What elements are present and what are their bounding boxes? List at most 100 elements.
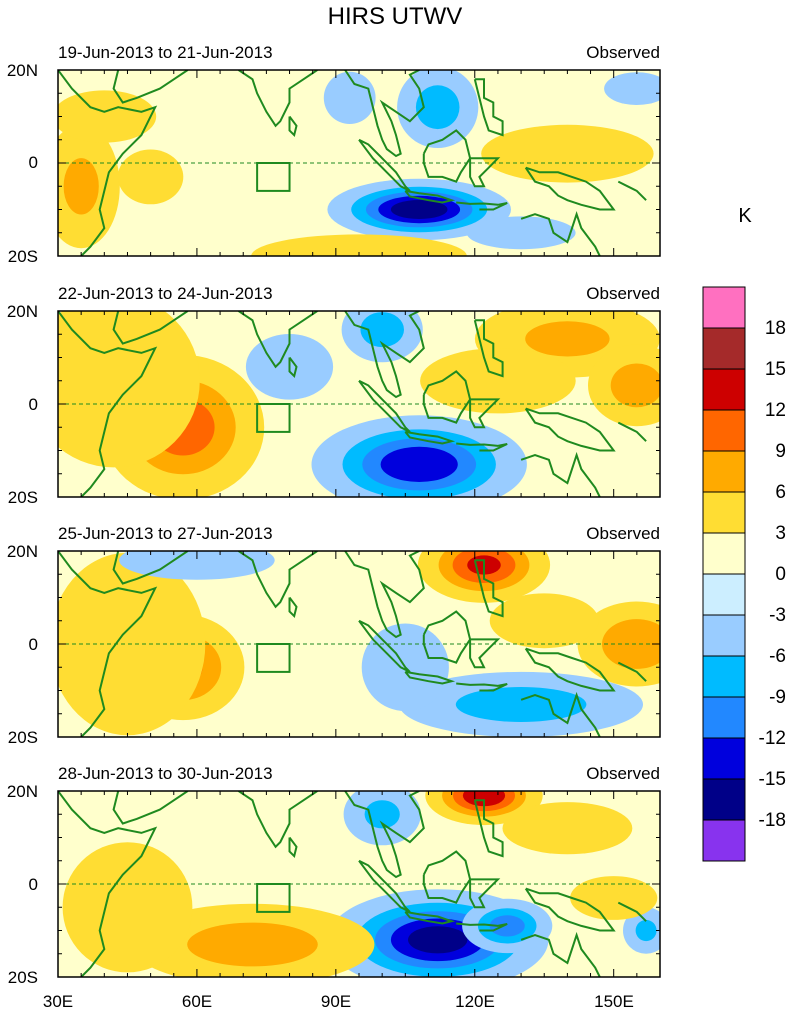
contour-band bbox=[364, 800, 400, 829]
map-panel: 25-Jun-2013 to 27-Jun-2013 Observed 20N … bbox=[7, 524, 661, 747]
x-tick-label: 150E bbox=[594, 992, 634, 1011]
contour-band bbox=[455, 687, 587, 722]
contour-band bbox=[502, 802, 633, 855]
coastline bbox=[288, 836, 298, 859]
anomaly-feature bbox=[481, 124, 654, 183]
coastline bbox=[404, 910, 456, 925]
coastline bbox=[288, 596, 298, 619]
colorbar-tick-label: -18 bbox=[759, 810, 786, 831]
coastline bbox=[404, 189, 456, 204]
x-tick-label: 90E bbox=[321, 992, 351, 1011]
anomaly-feature bbox=[58, 124, 120, 249]
coastline bbox=[404, 670, 456, 685]
y-tick-label: 0 bbox=[29, 153, 38, 172]
colorbar-swatch bbox=[702, 491, 746, 534]
contour-band bbox=[462, 791, 506, 807]
coastline bbox=[456, 201, 508, 211]
anomaly-feature bbox=[58, 90, 157, 143]
coastline bbox=[469, 398, 501, 429]
coastline bbox=[524, 647, 616, 692]
contour-band bbox=[489, 593, 599, 649]
anomaly-feature bbox=[343, 791, 421, 846]
colorbar-tick-label: 15 bbox=[765, 359, 786, 380]
y-tick-label: 20N bbox=[7, 542, 38, 561]
coastline bbox=[344, 551, 425, 639]
colorbar-tick-label: 6 bbox=[775, 482, 786, 503]
colorbar: K 18 15 12 9 6 3 0 -3 -6 -9 -12 -15 -18 bbox=[702, 205, 786, 862]
coastline bbox=[617, 661, 647, 682]
coastline bbox=[238, 551, 318, 609]
anomaly-feature bbox=[466, 216, 576, 250]
anomaly-feature bbox=[62, 842, 193, 973]
panel-observed-label: Observed bbox=[586, 43, 660, 62]
coastline bbox=[422, 129, 472, 183]
panel-date-range: 28-Jun-2013 to 30-Jun-2013 bbox=[58, 764, 273, 783]
map-panel: 19-Jun-2013 to 21-Jun-2013 Observed 20N … bbox=[7, 43, 661, 266]
coastline bbox=[524, 407, 616, 452]
anomaly-feature bbox=[130, 903, 375, 977]
coastline bbox=[344, 791, 425, 879]
x-tick-label: 120E bbox=[455, 992, 495, 1011]
coastline bbox=[238, 70, 318, 128]
coastline bbox=[358, 619, 411, 673]
colorbar-swatch bbox=[702, 737, 746, 780]
anomaly-feature bbox=[462, 898, 553, 954]
coastline bbox=[469, 157, 501, 188]
contour-band bbox=[323, 71, 376, 124]
colorbar-tick-label: 3 bbox=[775, 523, 786, 544]
coastline bbox=[422, 850, 472, 904]
anomaly-feature bbox=[489, 593, 599, 649]
coastline bbox=[456, 922, 508, 932]
y-tick-label: 20S bbox=[8, 247, 38, 266]
colorbar-swatch bbox=[702, 819, 746, 862]
coastline bbox=[358, 379, 411, 433]
coastline bbox=[112, 70, 189, 104]
coastline bbox=[344, 311, 425, 399]
contour-band bbox=[466, 216, 576, 250]
contour-band bbox=[602, 619, 660, 669]
anomaly-feature bbox=[251, 234, 467, 256]
contour-band bbox=[117, 149, 184, 205]
coastline bbox=[344, 70, 425, 158]
anomaly-feature bbox=[327, 178, 512, 241]
colorbar-tick-label: -15 bbox=[759, 769, 786, 790]
colorbar-tick-label: -6 bbox=[769, 646, 786, 667]
colorbar-swatch bbox=[702, 614, 746, 657]
x-tick-label: 60E bbox=[182, 992, 212, 1011]
coastline bbox=[617, 421, 647, 442]
anomaly-feature bbox=[397, 70, 479, 148]
y-tick-label: 20S bbox=[8, 728, 38, 747]
region-box bbox=[256, 643, 291, 673]
colorbar-tick-label: 12 bbox=[765, 400, 786, 421]
y-tick-label: 20S bbox=[8, 488, 38, 507]
contour-band bbox=[408, 926, 468, 954]
contour-band bbox=[187, 922, 318, 967]
y-tick-label: 20N bbox=[7, 302, 38, 321]
coastline bbox=[422, 370, 472, 424]
coastline bbox=[524, 166, 616, 211]
panel-observed-label: Observed bbox=[586, 764, 660, 783]
colorbar-swatch bbox=[702, 532, 746, 575]
anomaly-feature bbox=[311, 415, 527, 497]
contour-band bbox=[58, 90, 157, 143]
anomaly-feature bbox=[588, 344, 660, 427]
contour-band bbox=[604, 72, 660, 105]
anomaly-feature bbox=[604, 72, 660, 105]
coastline bbox=[524, 887, 616, 932]
x-tick-label: 30E bbox=[43, 992, 73, 1011]
y-tick-label: 0 bbox=[29, 875, 38, 894]
region-box bbox=[256, 883, 291, 913]
coastline bbox=[473, 799, 504, 858]
anomaly-feature bbox=[570, 876, 658, 920]
coastline bbox=[617, 901, 647, 922]
coastline bbox=[469, 638, 501, 669]
colorbar-swatch bbox=[702, 778, 746, 821]
coastline bbox=[456, 442, 508, 452]
contour-band bbox=[635, 919, 657, 942]
contour-band bbox=[489, 915, 525, 937]
anomaly-feature bbox=[623, 907, 660, 954]
colorbar-swatch bbox=[702, 327, 746, 370]
map-panel: 22-Jun-2013 to 24-Jun-2013 Observed 20N … bbox=[7, 284, 661, 507]
coastline bbox=[112, 551, 189, 585]
